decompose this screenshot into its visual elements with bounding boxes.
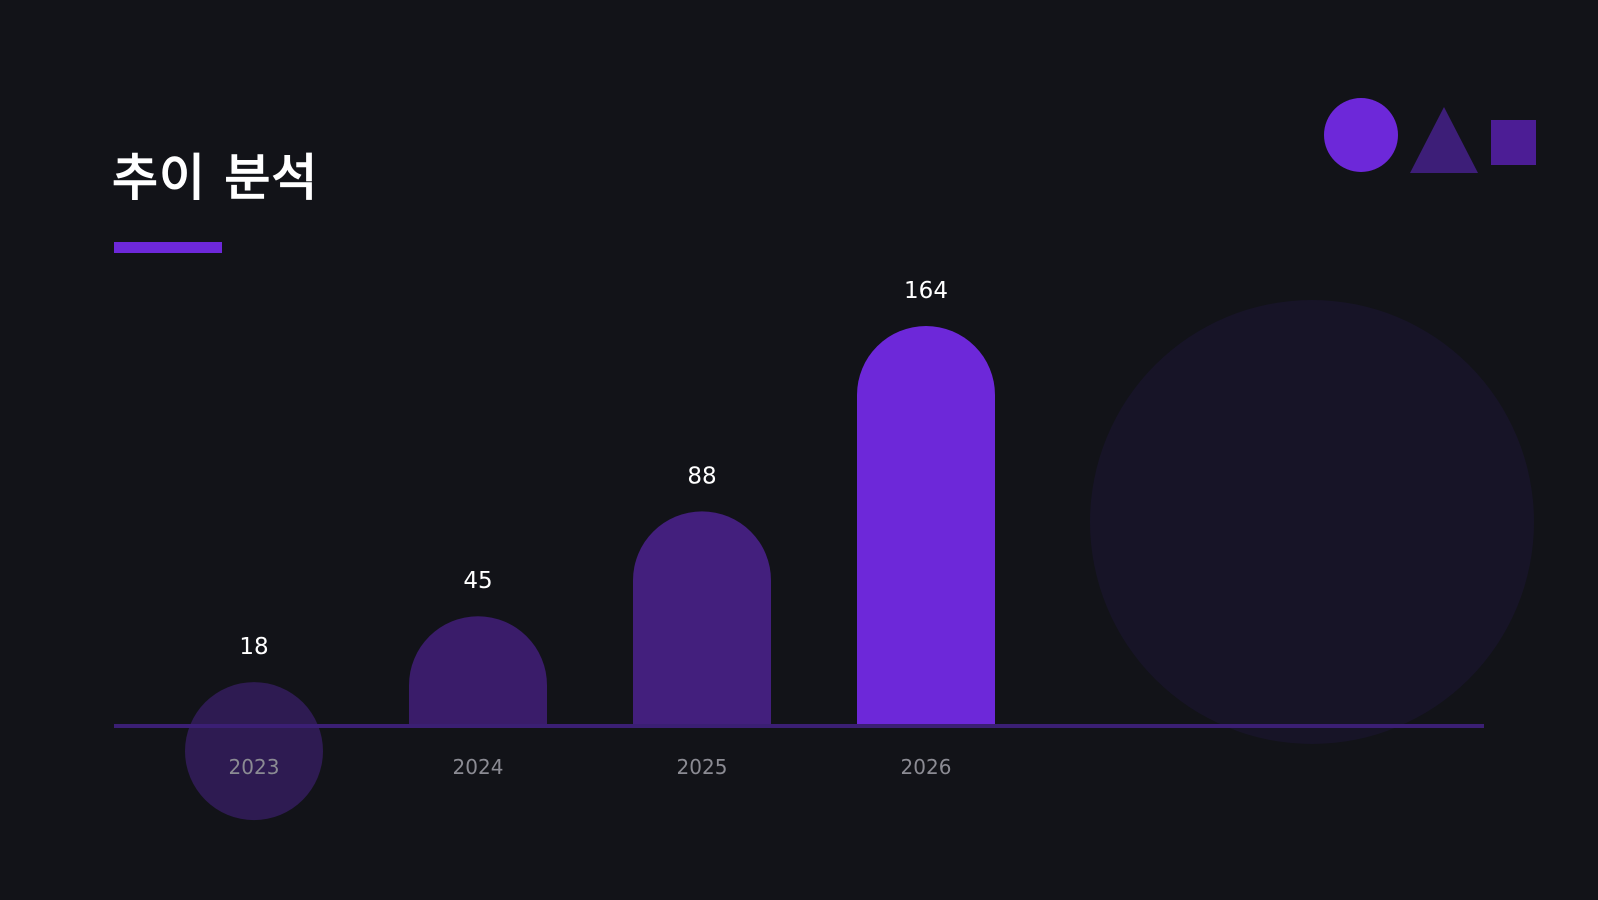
square-shape xyxy=(1491,120,1536,165)
data-label-2024: 45 xyxy=(463,568,492,594)
data-label-2026: 164 xyxy=(904,278,948,304)
x-tick-label-2023: 2023 xyxy=(229,755,280,779)
triangle-shape xyxy=(1410,107,1478,173)
x-tick-label-2024: 2024 xyxy=(453,755,504,779)
x-tick-label-2025: 2025 xyxy=(677,755,728,779)
bar-2026 xyxy=(857,326,995,726)
data-label-2023: 18 xyxy=(239,634,268,660)
circle-shape xyxy=(1324,98,1398,172)
bar-2024 xyxy=(409,616,547,726)
title-underline xyxy=(114,242,222,253)
bar-2023 xyxy=(185,682,323,821)
x-tick-label-2026: 2026 xyxy=(901,755,952,779)
bar-2025 xyxy=(633,511,771,726)
data-label-2025: 88 xyxy=(687,463,716,489)
large-circle-shape xyxy=(1090,300,1534,744)
page-title: 추이 분석 xyxy=(112,149,319,207)
